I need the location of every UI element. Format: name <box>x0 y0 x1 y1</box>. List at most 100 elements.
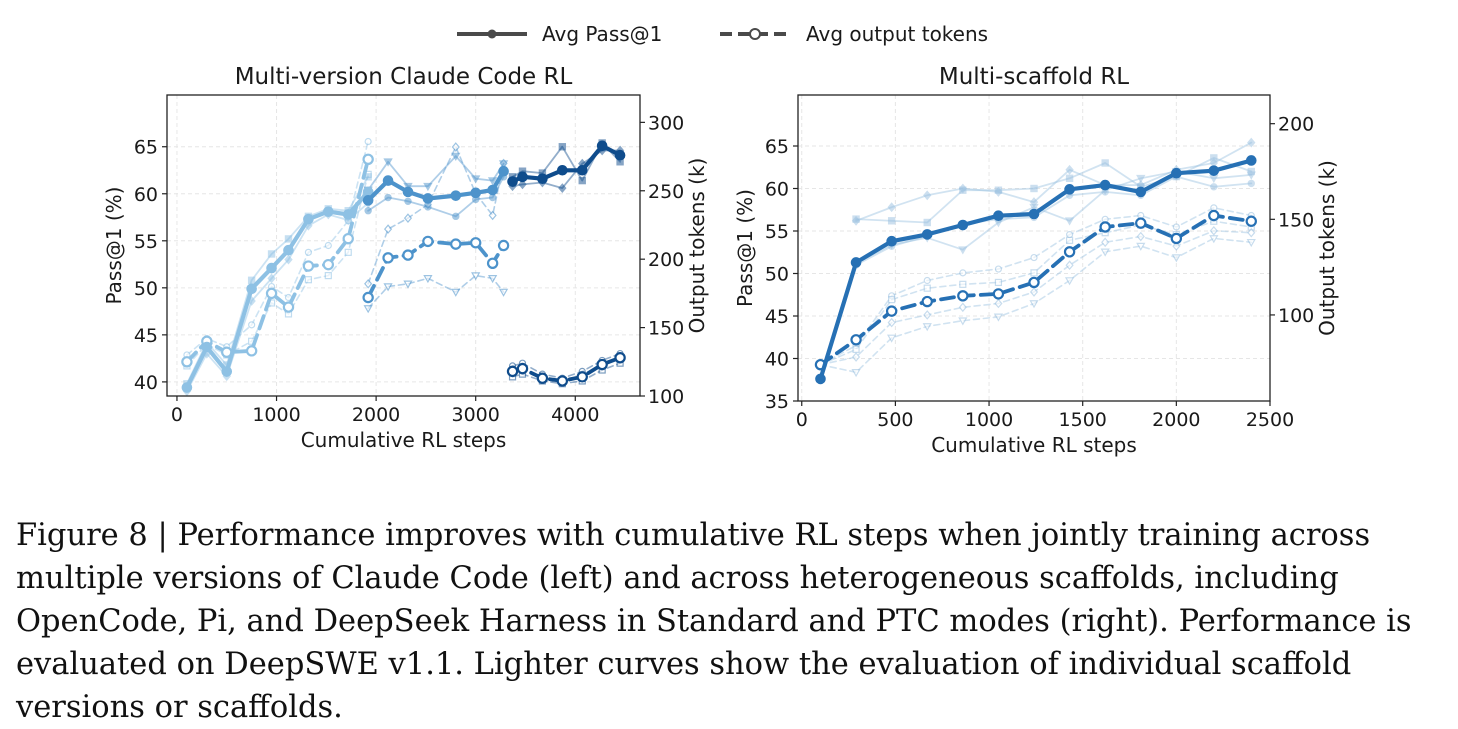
avg-tokens-point <box>402 249 414 261</box>
avg-pass-point <box>507 176 518 187</box>
light-pass-point <box>923 190 932 201</box>
light-tokens-point <box>1172 241 1181 251</box>
y-axis-label: Pass@1 (%) <box>733 189 757 307</box>
y2-tick-label: 200 <box>1278 114 1314 136</box>
light-pass-point <box>1246 171 1256 180</box>
y-tick-label: 60 <box>765 179 789 201</box>
avg-pass-point <box>342 209 354 220</box>
light-tokens-point <box>887 317 896 328</box>
avg-tokens-point <box>576 371 588 383</box>
avg-tokens-point <box>450 238 462 250</box>
light-tokens-point <box>324 241 332 250</box>
legend-pass-marker <box>487 29 497 39</box>
avg-tokens-point <box>556 375 569 387</box>
figure-svg: Avg Pass@1 Avg output tokens 0 1000 2000 30… <box>102 22 1339 457</box>
avg-tokens-point <box>245 345 258 357</box>
avg-pass-point <box>1245 155 1257 166</box>
avg-tokens-point <box>885 305 898 317</box>
avg-tokens-point <box>1099 221 1111 233</box>
avg-tokens-point <box>536 372 549 384</box>
avg-tokens-point <box>362 291 374 304</box>
legend: Avg Pass@1 Avg output tokens <box>457 22 988 46</box>
light-tokens-point <box>959 280 967 288</box>
light-tokens-point <box>451 288 461 297</box>
light-tokens-point <box>994 298 1003 309</box>
light-tokens-point <box>851 369 861 378</box>
light-tokens-point <box>1030 269 1038 277</box>
light-pass-point <box>470 175 481 184</box>
plot-frame <box>797 94 1271 402</box>
light-pass-point <box>1210 183 1218 191</box>
light-tokens-point <box>1030 253 1038 262</box>
light-pass-point <box>1065 174 1074 183</box>
avg-tokens-point <box>1245 215 1257 227</box>
light-tokens-point <box>994 278 1003 287</box>
avg-pass-point <box>886 235 897 247</box>
avg-pass-point <box>266 262 277 274</box>
light-tokens-point <box>1246 238 1256 248</box>
avg-tokens-point <box>486 257 499 269</box>
avg-pass-series-line <box>184 189 371 390</box>
light-tokens-point <box>498 288 509 297</box>
x-tick-label: 500 <box>877 409 913 431</box>
avg-tokens-point <box>596 358 608 371</box>
y-tick-label: 60 <box>134 184 158 206</box>
light-pass-point <box>1247 179 1255 188</box>
y-tick-label: 55 <box>765 221 789 243</box>
avg-pass-point <box>1208 165 1220 176</box>
y2-tick-label: 100 <box>1278 305 1314 327</box>
light-tokens-point <box>1029 287 1039 297</box>
y-tick-label: 65 <box>765 136 789 158</box>
light-pass-point <box>267 273 276 284</box>
light-pass-point <box>423 182 433 192</box>
figure-caption: Figure 8 | Performance improves with cum… <box>16 518 1412 725</box>
panel-title: Multi-scaffold RL <box>939 64 1129 90</box>
avg-tokens-point <box>614 351 626 364</box>
y-tick-label: 55 <box>134 231 158 253</box>
light-tokens-point <box>1101 237 1110 248</box>
light-tokens-point <box>451 142 460 152</box>
light-tokens-point <box>922 323 932 332</box>
avg-pass-point <box>362 195 374 206</box>
light-tokens-point <box>1064 277 1075 286</box>
light-pass-series-line <box>186 175 369 385</box>
y-tick-label: 35 <box>765 391 789 413</box>
avg-pass-point <box>576 164 588 176</box>
light-tokens-point <box>488 210 497 221</box>
light-pass-point <box>518 179 527 190</box>
avg-pass-point <box>303 213 314 225</box>
light-pass-point <box>1247 137 1256 148</box>
avg-tokens-point <box>516 362 529 375</box>
light-tokens-point <box>344 248 352 256</box>
avg-pass-point <box>993 210 1004 221</box>
light-tokens-point <box>1065 231 1074 239</box>
light-tokens-point <box>423 275 433 284</box>
avg-pass-point <box>1099 179 1111 191</box>
avg-tokens-point <box>362 153 374 166</box>
light-tokens-point <box>958 302 967 313</box>
light-pass-point <box>887 202 896 213</box>
avg-pass-point <box>614 149 626 161</box>
avg-tokens-point <box>265 287 278 300</box>
light-tokens-point <box>1136 231 1145 242</box>
avg-tokens-point <box>181 356 193 368</box>
light-tokens-point <box>1171 254 1181 263</box>
y2-tick-label: 300 <box>648 112 684 134</box>
x-tick-label: 3000 <box>452 404 500 426</box>
light-tokens-series-line <box>367 146 505 285</box>
light-pass-point <box>958 246 968 255</box>
avg-tokens-point <box>302 260 315 272</box>
light-tokens-point <box>248 321 256 329</box>
light-tokens-point <box>887 334 897 343</box>
x-axis-label: Cumulative RL steps <box>931 433 1137 457</box>
light-pass-point <box>267 250 276 258</box>
light-tokens-point <box>1172 223 1180 231</box>
light-pass-point <box>994 186 1003 197</box>
panel-title: Multi-version Claude Code RL <box>235 64 573 90</box>
x-tick-label: 0 <box>796 409 808 431</box>
light-tokens-point <box>923 276 931 285</box>
light-pass-point <box>558 143 567 151</box>
avg-pass-point <box>470 187 481 199</box>
x-tick-label: 1000 <box>252 404 300 426</box>
avg-pass-point <box>181 382 193 393</box>
